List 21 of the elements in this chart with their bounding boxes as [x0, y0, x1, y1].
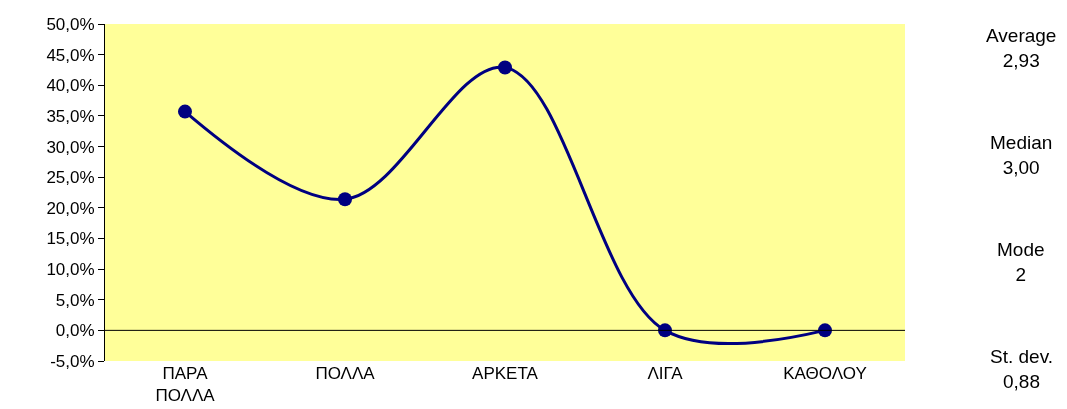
y-tick-label: 20,0% — [46, 198, 95, 218]
y-tick-label: 50,0% — [46, 14, 95, 34]
y-tick-label: 35,0% — [46, 106, 95, 126]
text: St. dev. 0,88 — [990, 346, 1054, 392]
y-tick-label: -5,0% — [50, 351, 95, 371]
y-tick-label: 30,0% — [46, 137, 95, 157]
x-tick-label: ΑΡΚΕΤΑ — [472, 364, 539, 383]
y-tick-label: 10,0% — [46, 260, 95, 280]
x-tick-label: ΛΙΓΑ — [647, 364, 684, 383]
text: Mode 2 — [997, 239, 1045, 285]
x-tick-label: ΚΑΘΟΛΟΥ — [783, 364, 867, 383]
text: Average 2,93 — [986, 25, 1057, 71]
y-tick-label: 5,0% — [55, 290, 95, 310]
y-tick-label: 0,0% — [55, 321, 95, 341]
y-tick-label: 15,0% — [46, 229, 95, 249]
x-tick-label: ΠΑΡΑ ΠΟΛΛΑ — [155, 364, 216, 406]
y-tick-label: 45,0% — [46, 45, 95, 65]
y-tick-label: 25,0% — [46, 168, 95, 188]
text: Median 3,00 — [990, 132, 1053, 178]
x-tick-label: ΠΟΛΛΑ — [315, 364, 376, 383]
y-tick-label: 40,0% — [46, 76, 95, 96]
